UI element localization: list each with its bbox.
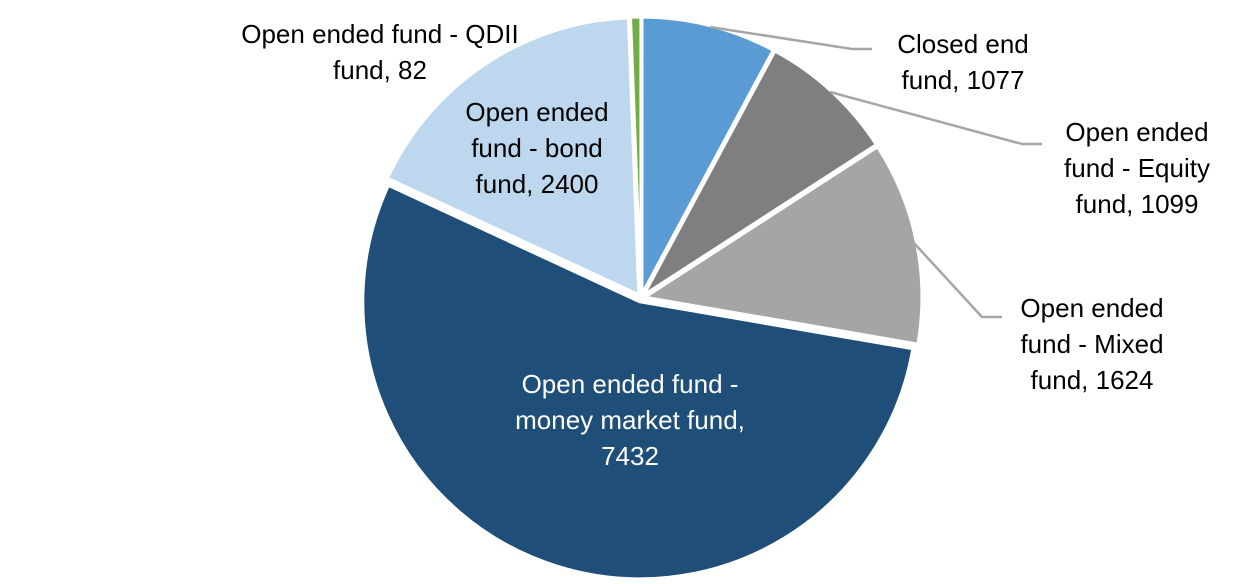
- slice-label-line: Closed end: [897, 29, 1029, 59]
- slice-label-open-ended-bond-fund: Open ended fund - bond fund, 2400: [465, 94, 608, 202]
- slice-label-line: money market fund,: [515, 405, 745, 435]
- pie-slice-open-ended-bond-fund: [385, 16, 641, 297]
- slice-label-line: fund, 1077: [901, 65, 1025, 95]
- pie-slice-closed-end-fund: [640, 15, 775, 296]
- leader-line-closed-end-fund: [709, 25, 872, 51]
- pie-slice-open-ended-mixed-fund: [643, 145, 924, 346]
- slice-label-line: fund, 1099: [1075, 189, 1199, 219]
- slice-label-line: Open ended fund -: [521, 369, 739, 399]
- slice-label-line: Open ended: [1020, 293, 1164, 323]
- slice-label-line: fund, 82: [333, 55, 427, 85]
- slice-label-open-ended-mixed-fund: Open ended fund - Mixed fund, 1624: [1020, 290, 1163, 398]
- slice-label-open-ended-qdii-fund: Open ended fund - QDII fund, 82: [241, 16, 519, 88]
- slice-label-line: fund - Equity: [1064, 153, 1210, 183]
- leader-line-open-ended-equity-fund: [829, 90, 1042, 146]
- slice-label-line: Open ended: [1065, 117, 1209, 147]
- slice-label-line: fund, 2400: [475, 169, 599, 199]
- pie-slice-open-ended-qdii-fund: [629, 15, 643, 296]
- slice-label-line: 7432: [601, 441, 659, 471]
- slice-label-line: fund, 1624: [1030, 365, 1154, 395]
- slice-label-line: Open ended: [465, 97, 609, 127]
- slice-label-closed-end-fund: Closed end fund, 1077: [897, 26, 1029, 98]
- slice-label-open-ended-money-market-fund: Open ended fund - money market fund, 7432: [515, 366, 745, 474]
- slice-label-line: Open ended fund - QDII: [241, 19, 519, 49]
- slice-label-open-ended-equity-fund: Open ended fund - Equity fund, 1099: [1064, 114, 1210, 222]
- slice-label-line: fund - bond: [471, 133, 603, 163]
- leader-line-open-ended-mixed-fund: [912, 241, 1002, 319]
- slice-label-line: fund - Mixed: [1020, 329, 1164, 359]
- pie-slice-open-ended-money-market-fund: [361, 183, 915, 581]
